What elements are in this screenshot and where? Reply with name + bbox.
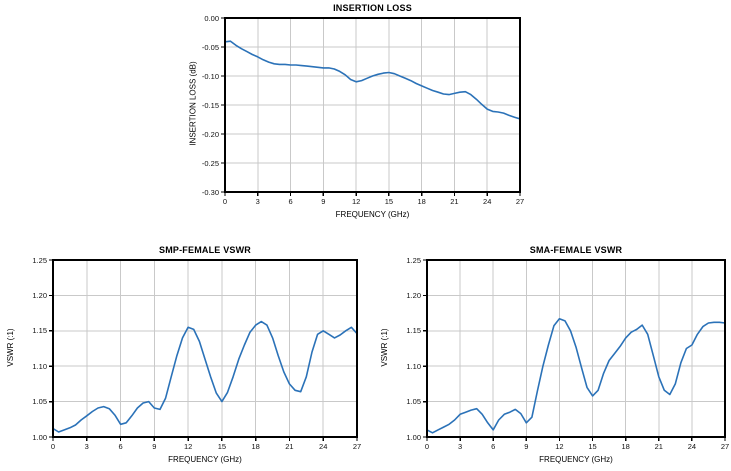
plot-area xyxy=(221,17,521,196)
x-tick-label: 3 xyxy=(84,442,89,451)
y-tick-label: -0.30 xyxy=(201,187,219,197)
smp-female-vswr-chart: SMP-FEMALE VSWR VSWR (:1) FREQUENCY (GHz… xyxy=(0,243,365,471)
sma-female-vswr-chart: SMA-FEMALE VSWR VSWR (:1) FREQUENCY (GHz… xyxy=(374,243,731,471)
y-tick-label: 1.10 xyxy=(406,361,421,371)
x-tick-label: 24 xyxy=(687,442,697,451)
y-tick-label: 1.15 xyxy=(32,326,47,336)
x-tick-label: 18 xyxy=(621,442,630,451)
x-tick-label: 0 xyxy=(424,442,430,451)
chart-title: SMA-FEMALE VSWR xyxy=(529,245,623,255)
x-axis-label: FREQUENCY (GHz) xyxy=(168,455,242,464)
x-tick-label: 15 xyxy=(588,442,597,451)
x-tick-label: 0 xyxy=(222,197,228,206)
plot-area xyxy=(49,259,358,441)
x-tick-label: 21 xyxy=(285,442,294,451)
y-tick-label: 1.20 xyxy=(32,290,47,300)
plot-area xyxy=(423,259,726,441)
y-tick-label: -0.10 xyxy=(201,71,219,81)
insertion-loss-chart: INSERTION LOSS INSERTION LOSS (dB) FREQU… xyxy=(185,0,535,232)
x-tick-label: 18 xyxy=(251,442,260,451)
x-axis-label: FREQUENCY (GHz) xyxy=(335,210,410,219)
x-tick-label: 21 xyxy=(450,197,459,206)
x-tick-label: 24 xyxy=(319,442,328,451)
x-tick-label: 15 xyxy=(217,442,227,451)
x-tick-label: 24 xyxy=(483,197,492,206)
y-tick-label: 1.25 xyxy=(32,255,47,265)
chart-title: SMP-FEMALE VSWR xyxy=(159,245,251,255)
y-tick-label: -0.15 xyxy=(201,100,219,110)
x-tick-label: 12 xyxy=(351,197,361,206)
y-tick-label: 1.00 xyxy=(32,432,47,442)
y-tick-label: 1.10 xyxy=(32,361,47,371)
y-tick-label: 1.00 xyxy=(406,432,421,442)
x-tick-label: 12 xyxy=(183,442,193,451)
y-tick-label: 0.00 xyxy=(204,13,219,23)
x-tick-label: 0 xyxy=(50,442,56,451)
y-tick-label: 1.05 xyxy=(32,397,47,407)
x-tick-label: 3 xyxy=(458,442,463,451)
x-tick-label: 9 xyxy=(321,197,326,206)
x-axis-label: FREQUENCY (GHz) xyxy=(539,455,613,464)
y-tick-label: -0.20 xyxy=(201,129,219,139)
x-tick-label: 27 xyxy=(515,197,525,206)
y-tick-label: 1.20 xyxy=(406,290,421,300)
y-tick-label: 1.15 xyxy=(406,326,421,336)
x-tick-label: 9 xyxy=(524,442,529,451)
y-tick-label: 1.05 xyxy=(406,397,421,407)
x-tick-label: 6 xyxy=(491,442,496,451)
x-tick-label: 18 xyxy=(417,197,426,206)
x-tick-label: 12 xyxy=(555,442,564,451)
y-tick-label: 1.25 xyxy=(406,255,421,265)
data-line xyxy=(224,40,521,120)
x-tick-label: 6 xyxy=(118,442,123,451)
x-tick-label: 15 xyxy=(384,197,394,206)
y-tick-label: -0.25 xyxy=(201,158,219,168)
data-line xyxy=(52,320,358,433)
y-tick-label: -0.05 xyxy=(201,42,219,52)
x-tick-label: 21 xyxy=(654,442,663,451)
x-tick-label: 27 xyxy=(720,442,730,451)
x-tick-label: 27 xyxy=(352,442,362,451)
x-tick-label: 3 xyxy=(255,197,260,206)
data-line xyxy=(426,318,726,434)
chart-title: INSERTION LOSS xyxy=(333,3,412,13)
x-tick-label: 6 xyxy=(288,197,293,206)
x-tick-label: 9 xyxy=(152,442,157,451)
